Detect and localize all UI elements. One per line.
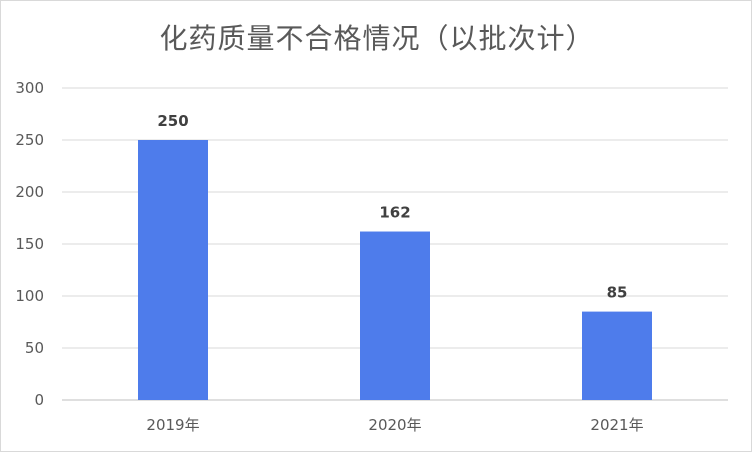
data-label: 250 [157, 112, 188, 130]
bar [360, 231, 430, 400]
x-tick-label: 2019年 [146, 416, 199, 434]
y-tick-label: 300 [15, 79, 44, 97]
x-tick-label: 2021年 [590, 416, 643, 434]
y-tick-label: 250 [15, 131, 44, 149]
y-tick-label: 50 [25, 339, 44, 357]
data-label: 85 [607, 284, 628, 302]
y-tick-label: 100 [15, 287, 44, 305]
data-label: 162 [379, 204, 410, 222]
y-tick-label: 0 [34, 391, 44, 409]
y-tick-label: 200 [15, 183, 44, 201]
chart-title: 化药质量不合格情况（以批次计） [159, 22, 595, 55]
bar [582, 311, 652, 400]
x-tick-label: 2020年 [368, 416, 421, 434]
y-tick-label: 150 [15, 235, 44, 253]
bar [138, 140, 208, 400]
